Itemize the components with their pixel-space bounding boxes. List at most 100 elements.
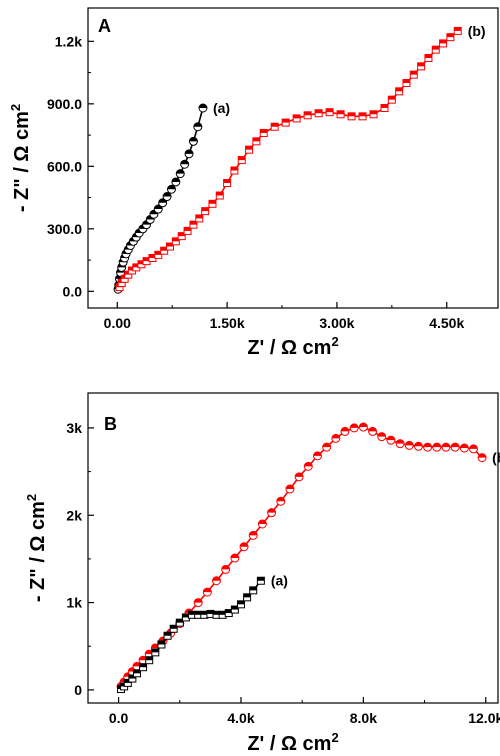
y-axis-label-b-sup: 2 (24, 494, 39, 501)
data-point (358, 112, 367, 121)
x-tick-label: 1.50k (210, 315, 245, 331)
data-point (267, 508, 277, 518)
x-axis-label-b-text: Z' / Ω cm (247, 733, 331, 755)
data-point (138, 655, 148, 665)
plot-area-a (113, 26, 462, 294)
data-point (450, 442, 460, 452)
data-point (145, 656, 154, 665)
data-point (162, 192, 172, 202)
y-tick-label: 0.0 (63, 283, 83, 299)
y-axis-label-a-sup: 2 (8, 104, 23, 111)
data-point (169, 624, 178, 633)
data-point (166, 242, 174, 251)
data-point (166, 184, 176, 194)
y-tick-label: 1.2k (55, 33, 82, 49)
data-point (245, 145, 254, 154)
data-point (144, 649, 154, 659)
panel-b-label: B (104, 414, 117, 434)
series-line (117, 107, 204, 290)
data-point (285, 484, 295, 494)
data-point (184, 149, 194, 159)
x-axis-label-a-text: Z' / Ω cm (247, 337, 331, 359)
plot-frame-a (87, 7, 499, 309)
data-point (303, 461, 313, 471)
series-line (120, 580, 262, 690)
data-point (177, 232, 186, 241)
data-point (404, 440, 414, 450)
x-tick-label: 0.00 (104, 315, 131, 331)
x-axis-label-a: Z' / Ω cm2 (247, 334, 338, 359)
data-point (325, 108, 334, 117)
data-point (160, 246, 169, 255)
series-label: (a) (213, 100, 230, 116)
data-point (432, 442, 442, 452)
data-point (171, 237, 180, 246)
y-axis-label-a: - Z" / Ω cm2 (8, 104, 33, 212)
data-point (349, 423, 359, 433)
x-tick-label: 0.0 (109, 710, 129, 726)
data-point (292, 114, 301, 123)
series-a (113, 103, 208, 294)
data-point (123, 678, 132, 687)
data-point (413, 441, 423, 451)
plot-area-b (116, 422, 487, 694)
data-point (189, 220, 198, 229)
y-ticks-a: 0.0 300.0 600.0 900.0 1.2k (47, 33, 94, 299)
series-a (117, 576, 265, 694)
data-point (175, 169, 185, 179)
data-point (132, 669, 141, 678)
x-tick-label: 4.0k (227, 710, 254, 726)
series-label: (b) (468, 23, 486, 39)
x-axis-label-a-sup: 2 (331, 334, 338, 349)
data-point (446, 33, 455, 42)
x-tick-label: 8.0k (350, 710, 377, 726)
data-point (158, 198, 168, 208)
data-point (223, 179, 232, 187)
series-b (116, 422, 487, 691)
data-point (409, 70, 418, 79)
data-point (239, 542, 249, 552)
data-point (221, 564, 231, 574)
x-tick-label: 4.50k (429, 315, 464, 331)
data-point (377, 432, 387, 442)
x-ticks-a: 0.00 1.50k 3.00k 4.50k (104, 302, 464, 331)
data-point (380, 104, 389, 112)
data-point (257, 519, 267, 529)
data-point (215, 191, 224, 200)
data-point (230, 605, 239, 614)
data-point (276, 496, 286, 506)
y-axis-label-a-text: - Z" / Ω cm (11, 111, 33, 212)
data-point (230, 166, 239, 175)
data-point (180, 159, 190, 169)
data-point (322, 442, 332, 452)
series-labels-b: (b) (a) (271, 450, 500, 589)
data-point (256, 576, 265, 585)
data-point (259, 129, 268, 137)
data-point (249, 586, 258, 595)
data-point (183, 226, 192, 235)
panel-a: A 0.00 1.50k 3.00k 4.50k 0.0 300.0 600.0 900.0… (8, 7, 499, 359)
data-point (230, 553, 240, 563)
series-b (115, 26, 462, 292)
data-point (439, 39, 448, 48)
y-tick-label: 900.0 (47, 96, 82, 112)
data-point (453, 26, 462, 35)
data-point (477, 453, 487, 463)
plot-frame-b (87, 392, 499, 704)
y-ticks-b: 0 1k 2k 3k (66, 420, 94, 698)
data-point (402, 79, 411, 87)
series-labels-a: (a) (b) (213, 23, 486, 116)
data-point (312, 451, 322, 461)
data-point (198, 103, 208, 113)
data-point (395, 87, 404, 96)
data-point (236, 600, 245, 609)
data-point (340, 426, 350, 436)
x-tick-label: 12.0k (468, 710, 500, 726)
data-point (128, 674, 137, 683)
data-point (252, 137, 261, 146)
data-point (314, 109, 323, 118)
y-tick-label: 300.0 (47, 221, 82, 237)
series-label: (a) (271, 573, 288, 589)
y-tick-label: 1k (66, 595, 82, 611)
